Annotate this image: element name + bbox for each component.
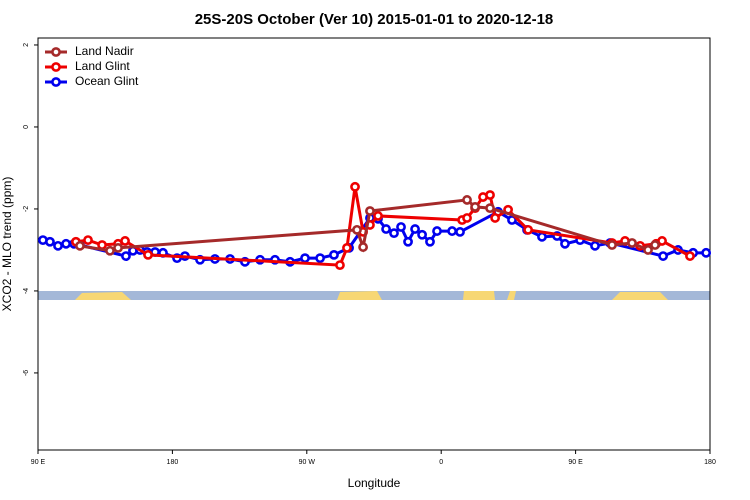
x-tick-label: 90 W [299, 459, 316, 466]
data-point [358, 242, 368, 252]
data-point [105, 245, 115, 256]
data-point [365, 206, 375, 216]
data-point [417, 229, 427, 240]
data-point [53, 240, 63, 251]
x-tick-label: 90 E [568, 459, 583, 466]
chart-title: 25S-20S October (Ver 10) 2015-01-01 to 2… [195, 11, 554, 28]
data-point [485, 203, 495, 214]
data-point [143, 249, 153, 260]
data-point [560, 238, 570, 249]
x-tick-label: 180 [167, 459, 179, 466]
data-point [381, 224, 391, 234]
data-point [373, 211, 383, 221]
legend-marker [51, 47, 61, 57]
data-point [425, 236, 435, 247]
legend-marker [51, 77, 61, 87]
x-tick-label: 180 [704, 459, 716, 466]
data-point [335, 260, 345, 271]
data-point [396, 222, 406, 232]
data-point [537, 231, 547, 242]
data-point [447, 226, 458, 236]
data-point [61, 238, 71, 249]
land-ocean-strip [38, 291, 710, 300]
plot-frame [37, 37, 711, 451]
data-point [490, 213, 501, 223]
data-point [462, 195, 472, 205]
data-point [685, 251, 695, 261]
y-tick-label: -2 [23, 206, 30, 212]
y-axis-label: XCO2 - MLO trend (ppm) [0, 177, 14, 312]
data-point [455, 227, 465, 237]
data-point [83, 235, 93, 246]
data-point [470, 201, 480, 212]
data-point [590, 240, 600, 251]
y-tick-label: -4 [23, 288, 30, 294]
data-point [485, 190, 495, 200]
data-point [627, 238, 637, 248]
data-point [657, 236, 667, 246]
series [75, 195, 660, 256]
data-point [701, 247, 712, 258]
data-point [300, 253, 310, 264]
data-point [389, 228, 399, 239]
data-point [643, 245, 653, 255]
y-tick-label: 0 [23, 125, 30, 129]
y-tick-label: -6 [23, 370, 30, 376]
x-tick-label: 90 E [31, 459, 46, 466]
data-point [650, 240, 660, 250]
data-point [315, 253, 325, 264]
data-point [432, 226, 442, 236]
legend-marker [51, 62, 61, 72]
data-point [121, 251, 131, 261]
data-point [113, 242, 123, 253]
data-point [45, 236, 55, 247]
data-point [350, 181, 360, 192]
data-point [329, 249, 339, 260]
data-point [523, 224, 534, 235]
data-point [410, 224, 420, 234]
data-point [607, 240, 617, 250]
data-point [507, 215, 517, 225]
data-point [352, 224, 362, 235]
data-point [403, 236, 413, 247]
data-point [342, 242, 352, 253]
legend-label: Land Nadir [75, 44, 134, 58]
x-tick-label: 0 [439, 459, 443, 466]
series [71, 181, 695, 271]
x-axis-label: Longitude [348, 476, 401, 490]
y-tick-label: 2 [23, 43, 30, 47]
data-point [120, 236, 130, 246]
data-point [658, 251, 669, 261]
legend-label: Ocean Glint [75, 74, 139, 88]
legend-label: Land Glint [75, 59, 130, 73]
data-point [75, 240, 85, 251]
data-point [462, 213, 472, 223]
